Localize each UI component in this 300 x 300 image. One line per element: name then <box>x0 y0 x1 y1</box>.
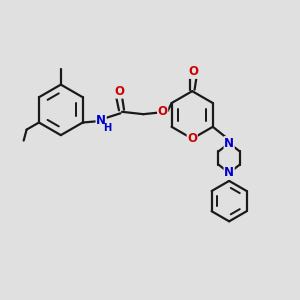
Text: O: O <box>187 132 197 145</box>
Text: N: N <box>224 137 234 150</box>
Text: N: N <box>96 114 106 127</box>
Text: N: N <box>224 167 234 179</box>
Text: O: O <box>189 65 199 78</box>
Text: H: H <box>103 124 111 134</box>
Text: O: O <box>158 105 168 118</box>
Text: O: O <box>115 85 124 98</box>
